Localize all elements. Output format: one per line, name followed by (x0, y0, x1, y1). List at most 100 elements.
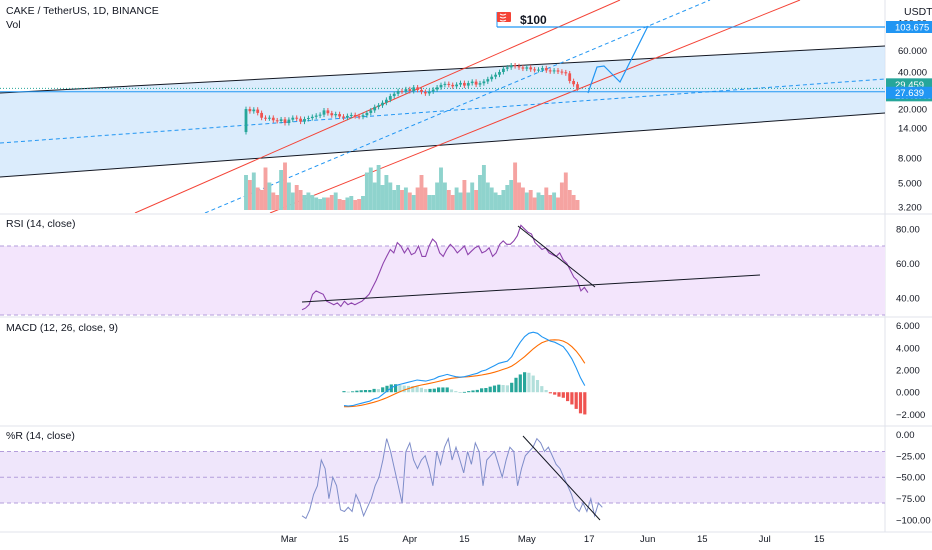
williams-r-legend[interactable]: %R (14, close) (6, 430, 75, 442)
price-axis-tick: 5.000 (898, 179, 922, 190)
macd-histogram-bar (402, 385, 406, 393)
volume-bar (325, 197, 330, 210)
volume-legend[interactable]: Vol (6, 19, 21, 31)
macd-histogram-bar (381, 387, 385, 393)
volume-bar (536, 192, 541, 210)
williams-r-axis-tick: −50.00 (896, 473, 925, 484)
macd-histogram-bar (540, 386, 544, 393)
candle-body (268, 117, 271, 119)
volume-bar (341, 200, 346, 210)
macd-histogram-bar (523, 372, 527, 393)
macd-histogram-bar (415, 386, 419, 393)
candle-body (447, 83, 451, 85)
volume-bar (415, 187, 420, 210)
flag-icon-stripes (499, 13, 507, 22)
candle-body (264, 117, 267, 119)
candle-body (408, 89, 412, 92)
candle-body (412, 87, 416, 92)
volume-bar (524, 192, 529, 210)
macd-histogram-bar (557, 392, 561, 397)
volume-bar (575, 200, 580, 210)
macd-histogram-bar (441, 387, 445, 393)
candle-body (287, 119, 291, 124)
time-axis-tick: May (518, 534, 536, 545)
macd-histogram-bar (419, 387, 423, 393)
candle-body (443, 83, 447, 85)
candle-body (361, 115, 365, 117)
volume-bar (337, 199, 342, 210)
price-pane (0, 0, 885, 213)
volume-bar (474, 190, 479, 210)
candle-body (568, 73, 572, 81)
candle-body (377, 105, 380, 107)
candle-body (498, 71, 501, 75)
volume-bar (548, 195, 553, 210)
time-axis-tick: 17 (584, 534, 595, 545)
volume-bar (298, 190, 303, 210)
macd-histogram-bar (428, 388, 432, 393)
candle-body (338, 114, 341, 117)
macd-histogram-bar (342, 391, 346, 393)
candle-body (463, 82, 466, 86)
volume-bar (446, 190, 451, 210)
macd-histogram-bar (544, 390, 548, 393)
volume-bar (556, 197, 560, 210)
macd-histogram-bar (471, 390, 475, 393)
macd-histogram-bar (363, 390, 368, 393)
candle-body (435, 87, 439, 90)
volume-bar (310, 195, 315, 210)
volume-bar (279, 170, 284, 210)
channel-lower-line (0, 112, 885, 178)
candle-body (474, 81, 478, 85)
volume-bar (357, 199, 362, 210)
volume-bar (349, 196, 354, 210)
rsi-legend[interactable]: RSI (14, close) (6, 218, 76, 230)
candle-body (572, 80, 575, 85)
candle-body (381, 102, 384, 106)
candle-body (424, 91, 427, 94)
volume-bar (544, 187, 549, 210)
volume-bar (392, 190, 397, 210)
time-axis-tick: Mar (281, 534, 297, 545)
candle-body (365, 112, 369, 116)
red-channel-lower (269, 0, 801, 213)
volume-bar (501, 190, 506, 210)
volume-bar (380, 185, 385, 210)
volume-bar (431, 195, 436, 210)
williams-r-line (301, 436, 603, 520)
volume-bar (567, 190, 572, 210)
macd-histogram-bar (432, 388, 436, 393)
time-axis-tick: Apr (402, 534, 417, 545)
volume-bar (322, 197, 326, 210)
time-axis-tick: 15 (814, 534, 825, 545)
volume-bar (318, 199, 323, 210)
macd-histogram-bar (488, 386, 492, 393)
macd-histogram-bar (548, 392, 552, 394)
volume-bar (333, 192, 338, 210)
volume-bar (271, 192, 276, 210)
macd-histogram-bar (424, 389, 428, 393)
price-tag-label: 29.459 (895, 80, 924, 91)
macd-histogram-bar (372, 388, 376, 393)
candle-body (349, 114, 353, 116)
volume-bar (290, 192, 295, 210)
price-tag-label: 27.639 (895, 88, 924, 99)
macd-histogram-bar (553, 392, 557, 395)
macd-histogram-bar (535, 380, 540, 393)
macd-histogram-bar (566, 392, 570, 402)
macd-histogram-bar (492, 385, 497, 393)
macd-histogram-bar (574, 392, 578, 409)
volume-bar (314, 197, 319, 210)
candle-body (541, 68, 544, 70)
macd-histogram-bar (514, 377, 518, 393)
macd-histogram-bar (449, 389, 454, 393)
macd-histogram-bar (462, 391, 466, 393)
volume-bar (251, 172, 256, 210)
candle-body (576, 84, 579, 89)
macd-legend[interactable]: MACD (12, 26, close, 9) (6, 322, 119, 334)
symbol-title[interactable]: CAKE / TetherUS, 1D, BINANCE (6, 5, 159, 17)
candle-body (322, 110, 326, 115)
candle-body (470, 81, 474, 84)
